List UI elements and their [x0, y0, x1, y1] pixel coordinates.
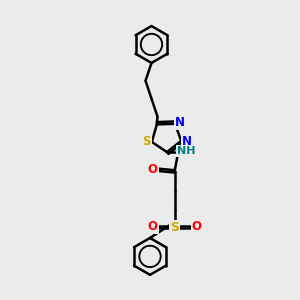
Text: N: N: [175, 116, 185, 129]
Text: N: N: [182, 135, 192, 148]
Text: O: O: [192, 220, 202, 232]
Text: S: S: [142, 135, 151, 148]
Text: O: O: [148, 220, 158, 232]
Text: S: S: [170, 221, 179, 234]
Text: NH: NH: [177, 146, 196, 156]
Text: O: O: [148, 163, 158, 176]
